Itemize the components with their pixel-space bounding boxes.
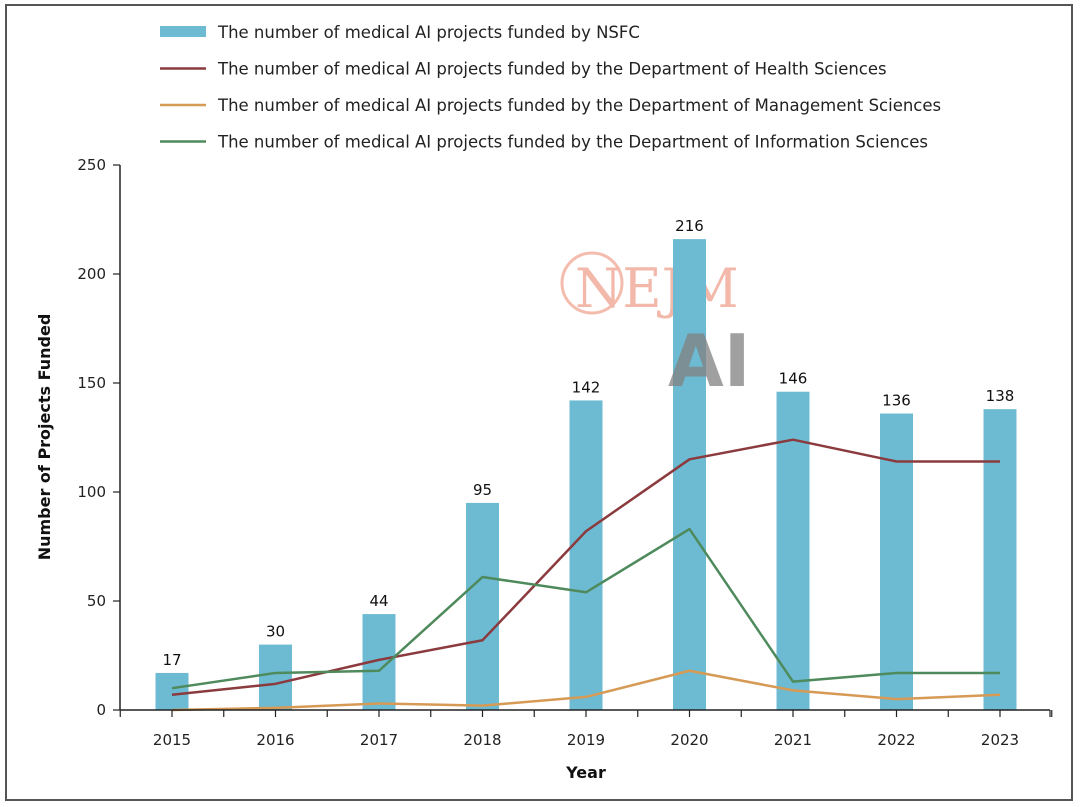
x-tick-label: 2023 <box>981 731 1019 749</box>
series-line <box>171 527 1000 690</box>
x-axis-title: Year <box>565 763 606 782</box>
bar <box>569 400 603 710</box>
watermark-ai-text: AI <box>668 319 751 403</box>
series-line <box>171 438 1000 696</box>
bar-data-label: 136 <box>882 392 911 410</box>
x-tick-label: 2017 <box>360 731 398 749</box>
bar-data-label: 17 <box>162 651 181 669</box>
y-tick-label: 0 <box>96 701 106 719</box>
watermark-ai: AI <box>668 319 751 403</box>
x-tick-label: 2022 <box>877 731 915 749</box>
bar <box>466 502 499 710</box>
bar-data-label: 146 <box>779 370 808 388</box>
bar <box>155 672 189 710</box>
bar <box>880 413 913 710</box>
data-labels: 17 30 44 95 142 216 146 136 138 <box>162 217 1014 669</box>
series-line <box>171 669 1001 712</box>
legend-label: The number of medical AI projects funded… <box>217 60 887 79</box>
x-tick-label: 2015 <box>153 731 191 749</box>
x-tick-label: 2020 <box>670 731 708 749</box>
bar <box>983 409 1017 710</box>
bar <box>259 644 292 710</box>
bar-data-label: 30 <box>266 623 285 641</box>
x-tick-label: 2019 <box>567 731 605 749</box>
legend-label: The number of medical AI projects funded… <box>217 133 928 152</box>
chart-frame <box>5 4 1073 801</box>
watermark-nejm: NEJM <box>575 257 739 320</box>
bar <box>673 239 706 710</box>
bar-data-label: 216 <box>675 217 704 235</box>
y-tick-label: 100 <box>77 483 106 501</box>
x-tick-label: 2016 <box>256 731 294 749</box>
y-tick-label: 200 <box>77 265 106 283</box>
x-tick-label: 2018 <box>463 731 501 749</box>
bar-data-label: 138 <box>986 387 1015 405</box>
legend-label: The number of medical AI projects funded… <box>217 96 941 115</box>
lines <box>171 438 1001 712</box>
watermark-circle <box>560 251 624 315</box>
bar-data-label: 44 <box>369 592 388 610</box>
legend-swatch-bar <box>160 26 206 37</box>
y-tick-label: 50 <box>87 592 106 610</box>
legend: The number of medical AI projects funded… <box>160 23 941 152</box>
legend-label: The number of medical AI projects funded… <box>217 23 640 42</box>
axes: 0 50 100 150 200 250 2015 2016 2017 2018 2019 2020 2… <box>77 156 1053 749</box>
y-axis-title: Number of Projects Funded <box>35 314 54 561</box>
y-tick-label: 250 <box>77 156 106 174</box>
x-tick-label: 2021 <box>774 731 812 749</box>
bar <box>776 391 810 710</box>
y-tick-label: 150 <box>77 374 106 392</box>
bar-data-label: 142 <box>572 378 601 396</box>
bars <box>155 239 1017 710</box>
bar-data-label: 95 <box>473 481 492 499</box>
watermark: NEJM <box>560 251 739 320</box>
